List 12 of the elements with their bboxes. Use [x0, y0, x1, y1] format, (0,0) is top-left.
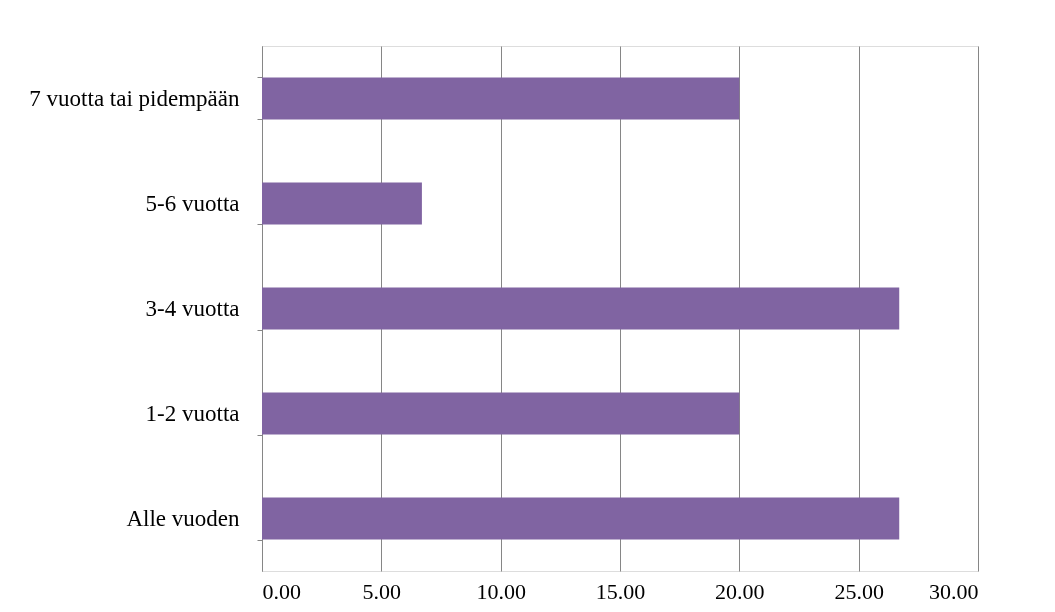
- y-tick-label: 7 vuotta tai pidempään: [29, 86, 240, 111]
- x-tick-label: 25.00: [834, 578, 884, 604]
- y-tick-label: 3-4 vuotta: [145, 296, 240, 321]
- x-tick-label: 15.00: [595, 578, 646, 604]
- x-tick-label: 0.00: [262, 578, 301, 604]
- y-tick-label: 1-2 vuotta: [145, 401, 240, 426]
- y-tick-label: Alle vuoden: [126, 506, 240, 531]
- x-tick-label: 10.00: [476, 578, 526, 604]
- x-tick-label: 5.00: [362, 578, 402, 604]
- y-tick-label: 5-6 vuotta: [145, 191, 240, 216]
- x-tick-label: 30.00: [929, 578, 979, 604]
- x-tick-label: 20.00: [715, 578, 765, 604]
